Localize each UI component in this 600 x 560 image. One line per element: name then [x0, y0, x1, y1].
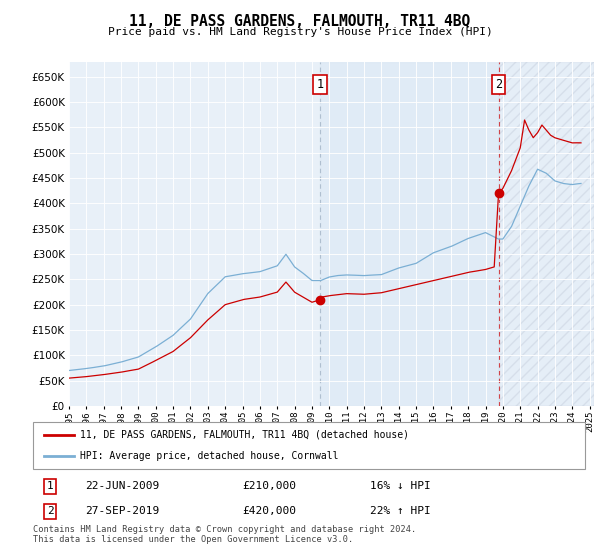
- FancyBboxPatch shape: [33, 422, 585, 469]
- Text: Price paid vs. HM Land Registry's House Price Index (HPI): Price paid vs. HM Land Registry's House …: [107, 27, 493, 37]
- Bar: [499, 62, 594, 406]
- Bar: [499, 62, 594, 406]
- Text: 2: 2: [47, 506, 53, 516]
- Text: £210,000: £210,000: [243, 482, 297, 492]
- Text: 1: 1: [47, 482, 53, 492]
- Text: 2: 2: [495, 78, 502, 91]
- Text: HPI: Average price, detached house, Cornwall: HPI: Average price, detached house, Corn…: [80, 451, 338, 461]
- Text: 27-SEP-2019: 27-SEP-2019: [85, 506, 160, 516]
- Text: 22-JUN-2009: 22-JUN-2009: [85, 482, 160, 492]
- Text: 1: 1: [317, 78, 323, 91]
- Text: 22% ↑ HPI: 22% ↑ HPI: [370, 506, 430, 516]
- Text: Contains HM Land Registry data © Crown copyright and database right 2024.: Contains HM Land Registry data © Crown c…: [33, 525, 416, 534]
- Bar: [320, 62, 499, 406]
- Text: 11, DE PASS GARDENS, FALMOUTH, TR11 4BQ (detached house): 11, DE PASS GARDENS, FALMOUTH, TR11 4BQ …: [80, 430, 409, 440]
- Text: This data is licensed under the Open Government Licence v3.0.: This data is licensed under the Open Gov…: [33, 535, 353, 544]
- Text: £420,000: £420,000: [243, 506, 297, 516]
- Text: 11, DE PASS GARDENS, FALMOUTH, TR11 4BQ: 11, DE PASS GARDENS, FALMOUTH, TR11 4BQ: [130, 14, 470, 29]
- Text: 16% ↓ HPI: 16% ↓ HPI: [370, 482, 430, 492]
